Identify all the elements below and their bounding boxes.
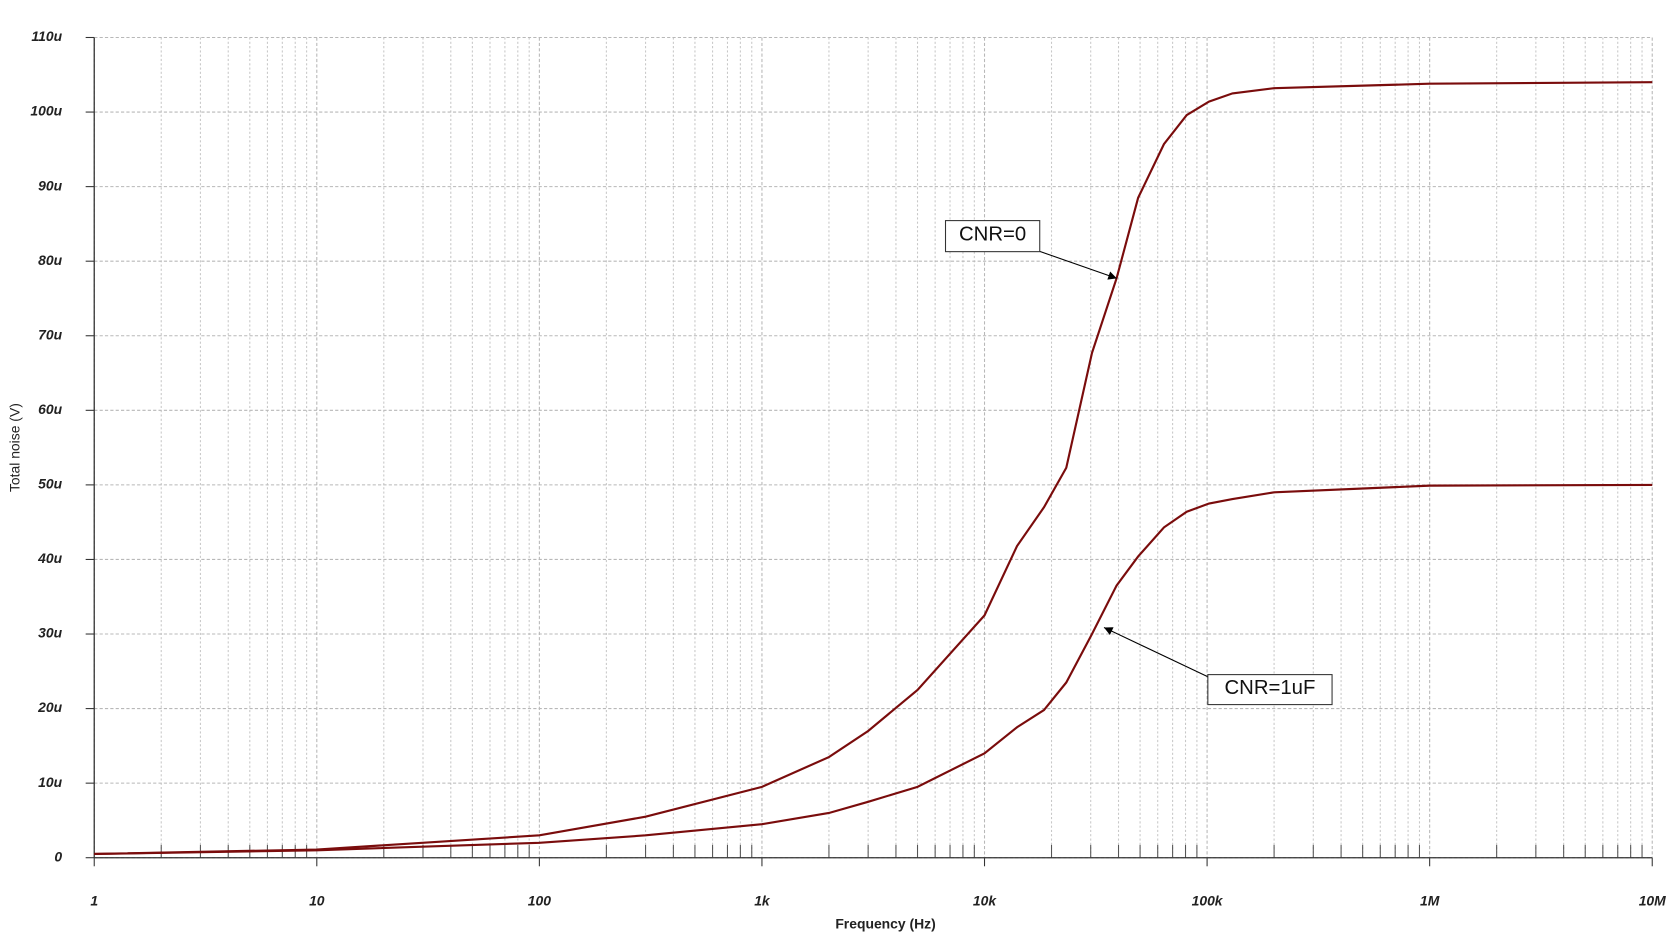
annotation: CNR=1uF (1224, 677, 1315, 699)
x-tick-label: 100 (528, 892, 551, 908)
y-tick-label: 30u (38, 625, 62, 641)
y-tick-label: 0 (54, 848, 62, 864)
y-tick-label: 100u (30, 103, 62, 119)
y-tick-label: 80u (38, 252, 62, 268)
y-tick-label: 10u (38, 774, 62, 790)
annotation: CNR=0 (959, 223, 1026, 245)
x-tick-label: 1k (754, 892, 771, 908)
x-tick-label: 10k (973, 892, 997, 908)
y-tick-label: 110u (31, 28, 62, 44)
y-tick-label: 20u (37, 699, 62, 715)
y-tick-label: 70u (38, 326, 62, 342)
annotation-box (944, 220, 1041, 253)
x-tick-label: 1 (90, 892, 98, 908)
x-tick-label: 100k (1192, 892, 1224, 908)
x-axis-label: Frequency (Hz) (835, 915, 935, 931)
y-axis-label: Total noise (V) (6, 403, 22, 492)
y-tick-label: 60u (38, 401, 62, 417)
y-tick-label: 90u (38, 177, 62, 193)
x-tick-label: 10 (309, 892, 325, 908)
annotation-arrow (1034, 249, 1118, 280)
line (94, 483, 1653, 856)
line (94, 81, 1653, 856)
annotation-arrow (1103, 627, 1209, 678)
x-tick-label: 1M (1420, 892, 1440, 908)
y-tick-label: 50u (38, 476, 62, 492)
y-tick-label: 40u (37, 550, 62, 566)
annotation-box (1207, 674, 1333, 706)
x-tick-label: 10M (1639, 892, 1666, 908)
